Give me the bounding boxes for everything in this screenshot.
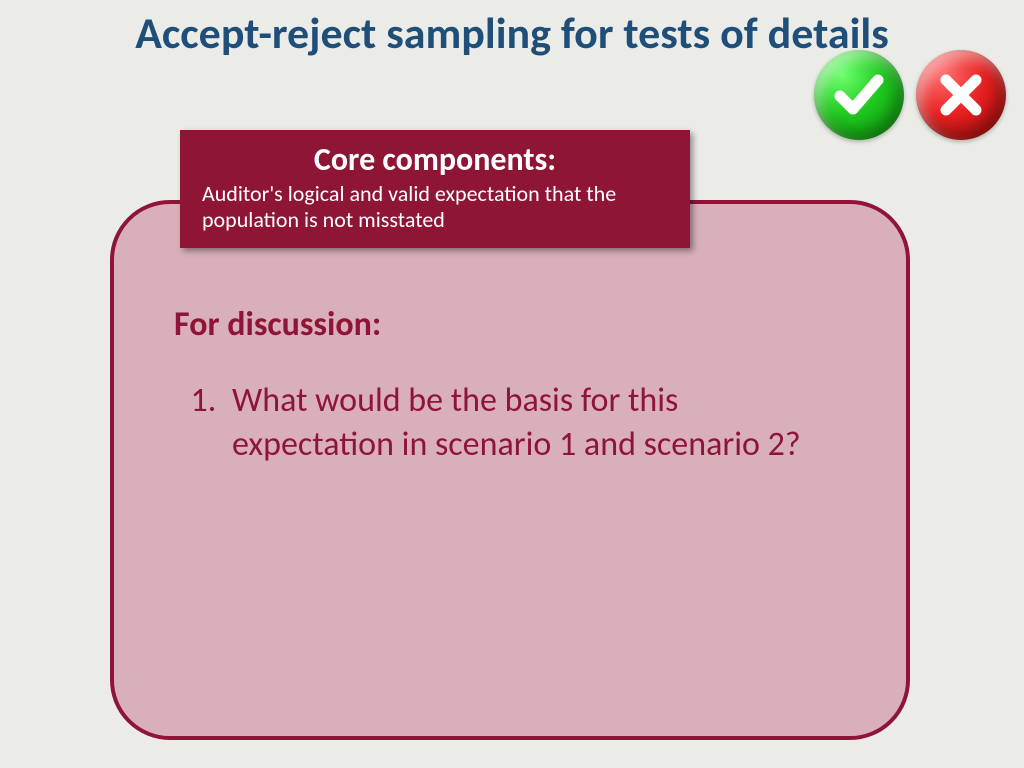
core-components-body: Auditor's logical and valid expectation … (202, 181, 668, 234)
reject-cross-icon (916, 50, 1006, 140)
discussion-item: What would be the basis for this expecta… (224, 379, 846, 467)
core-components-heading: Core components: (202, 140, 668, 179)
accept-reject-icons (814, 50, 1006, 140)
discussion-list: What would be the basis for this expecta… (174, 379, 846, 467)
accept-check-icon (814, 50, 904, 140)
discussion-panel: For discussion: What would be the basis … (110, 200, 910, 740)
discussion-heading: For discussion: (174, 304, 846, 345)
core-components-box: Core components: Auditor's logical and v… (180, 130, 690, 248)
